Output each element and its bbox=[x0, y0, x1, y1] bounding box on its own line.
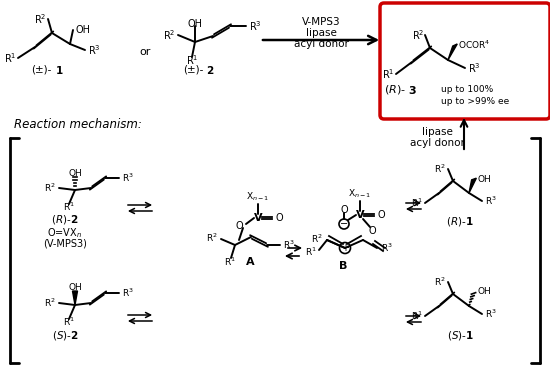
Text: R$^2$: R$^2$ bbox=[44, 297, 56, 309]
Text: O: O bbox=[235, 221, 243, 231]
Text: $(R)$-$\mathbf{1}$: $(R)$-$\mathbf{1}$ bbox=[446, 216, 474, 229]
Text: R$^3$: R$^3$ bbox=[283, 239, 295, 251]
Text: up to >99% ee: up to >99% ee bbox=[441, 96, 509, 105]
Text: $\mathbf{3}$: $\mathbf{3}$ bbox=[408, 84, 417, 96]
Text: O: O bbox=[340, 205, 348, 215]
Text: (±)-: (±)- bbox=[32, 65, 52, 75]
Text: R$^3$: R$^3$ bbox=[122, 172, 134, 184]
Text: R$^1$: R$^1$ bbox=[63, 201, 75, 213]
Text: R$^3$: R$^3$ bbox=[485, 195, 497, 207]
Text: R$^2$: R$^2$ bbox=[44, 182, 56, 194]
Text: $\mathbf{B}$: $\mathbf{B}$ bbox=[338, 259, 348, 271]
Text: R$^2$: R$^2$ bbox=[311, 233, 323, 245]
Text: OH: OH bbox=[76, 25, 91, 35]
Text: $(S)$-$\mathbf{2}$: $(S)$-$\mathbf{2}$ bbox=[52, 328, 79, 341]
Text: R$^1$: R$^1$ bbox=[3, 51, 16, 65]
Text: R$^3$: R$^3$ bbox=[88, 43, 101, 57]
FancyBboxPatch shape bbox=[380, 3, 550, 119]
Text: R$^2$: R$^2$ bbox=[434, 276, 446, 288]
Text: R$^3$: R$^3$ bbox=[249, 19, 262, 33]
Text: OH: OH bbox=[68, 283, 82, 292]
Text: acyl donor: acyl donor bbox=[410, 138, 464, 148]
Text: $(S)$-$\mathbf{1}$: $(S)$-$\mathbf{1}$ bbox=[447, 328, 474, 341]
Text: R$^3$: R$^3$ bbox=[485, 308, 497, 320]
Text: OH: OH bbox=[477, 288, 491, 296]
Text: OH: OH bbox=[188, 19, 202, 29]
Text: O: O bbox=[368, 226, 376, 236]
Text: Reaction mechanism:: Reaction mechanism: bbox=[14, 118, 142, 131]
Text: R$^2$: R$^2$ bbox=[206, 232, 218, 244]
Text: R$^1$: R$^1$ bbox=[224, 256, 236, 268]
Text: R$^2$: R$^2$ bbox=[34, 12, 46, 26]
Text: lipase: lipase bbox=[421, 127, 453, 137]
Text: R$^1$: R$^1$ bbox=[411, 197, 423, 209]
Text: R$^2$: R$^2$ bbox=[434, 163, 446, 175]
Text: lipase: lipase bbox=[306, 28, 337, 38]
Text: R$^1$: R$^1$ bbox=[305, 246, 317, 258]
Polygon shape bbox=[469, 178, 476, 193]
Text: X$_{n-1}$: X$_{n-1}$ bbox=[348, 188, 372, 200]
Text: acyl donor: acyl donor bbox=[294, 39, 349, 49]
Text: O: O bbox=[377, 210, 384, 220]
Text: R$^1$: R$^1$ bbox=[186, 53, 198, 67]
Text: V-MPS3: V-MPS3 bbox=[302, 17, 340, 27]
Text: $\mathbf{2}$: $\mathbf{2}$ bbox=[206, 64, 214, 76]
Text: $\mathbf{1}$: $\mathbf{1}$ bbox=[55, 64, 63, 76]
Text: R$^3$: R$^3$ bbox=[381, 242, 393, 254]
Text: R$^3$: R$^3$ bbox=[468, 61, 481, 75]
Text: R$^1$: R$^1$ bbox=[411, 310, 423, 322]
Text: V: V bbox=[356, 210, 364, 220]
Text: R$^3$: R$^3$ bbox=[122, 287, 134, 299]
Text: OCOR$^4$: OCOR$^4$ bbox=[458, 39, 491, 51]
Text: or: or bbox=[139, 47, 151, 57]
Text: (V-MPS3): (V-MPS3) bbox=[43, 239, 87, 249]
Text: −: − bbox=[340, 219, 348, 229]
Text: +: + bbox=[341, 243, 349, 253]
Text: R$^2$: R$^2$ bbox=[411, 28, 424, 42]
Text: $\mathbf{A}$: $\mathbf{A}$ bbox=[245, 255, 255, 267]
Text: OH: OH bbox=[477, 174, 491, 184]
Text: $(R)$-: $(R)$- bbox=[384, 83, 406, 96]
Text: R$^1$: R$^1$ bbox=[63, 316, 75, 328]
Text: $(R)$-$\mathbf{2}$: $(R)$-$\mathbf{2}$ bbox=[51, 213, 79, 227]
Text: OH: OH bbox=[68, 168, 82, 177]
Text: O=VX$_n$: O=VX$_n$ bbox=[47, 226, 82, 240]
Text: O: O bbox=[275, 213, 283, 223]
Text: X$_{n-1}$: X$_{n-1}$ bbox=[246, 191, 270, 203]
Text: R$^1$: R$^1$ bbox=[382, 67, 394, 81]
Text: up to 100%: up to 100% bbox=[441, 85, 493, 95]
Polygon shape bbox=[448, 44, 457, 60]
Polygon shape bbox=[73, 291, 78, 305]
Text: V: V bbox=[254, 213, 262, 223]
Text: (±)-: (±)- bbox=[183, 65, 203, 75]
Text: R$^2$: R$^2$ bbox=[163, 28, 175, 42]
